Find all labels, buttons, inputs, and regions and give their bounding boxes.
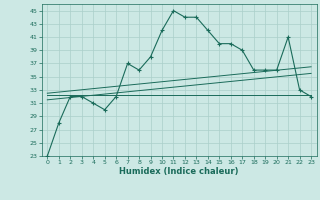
X-axis label: Humidex (Indice chaleur): Humidex (Indice chaleur) xyxy=(119,167,239,176)
